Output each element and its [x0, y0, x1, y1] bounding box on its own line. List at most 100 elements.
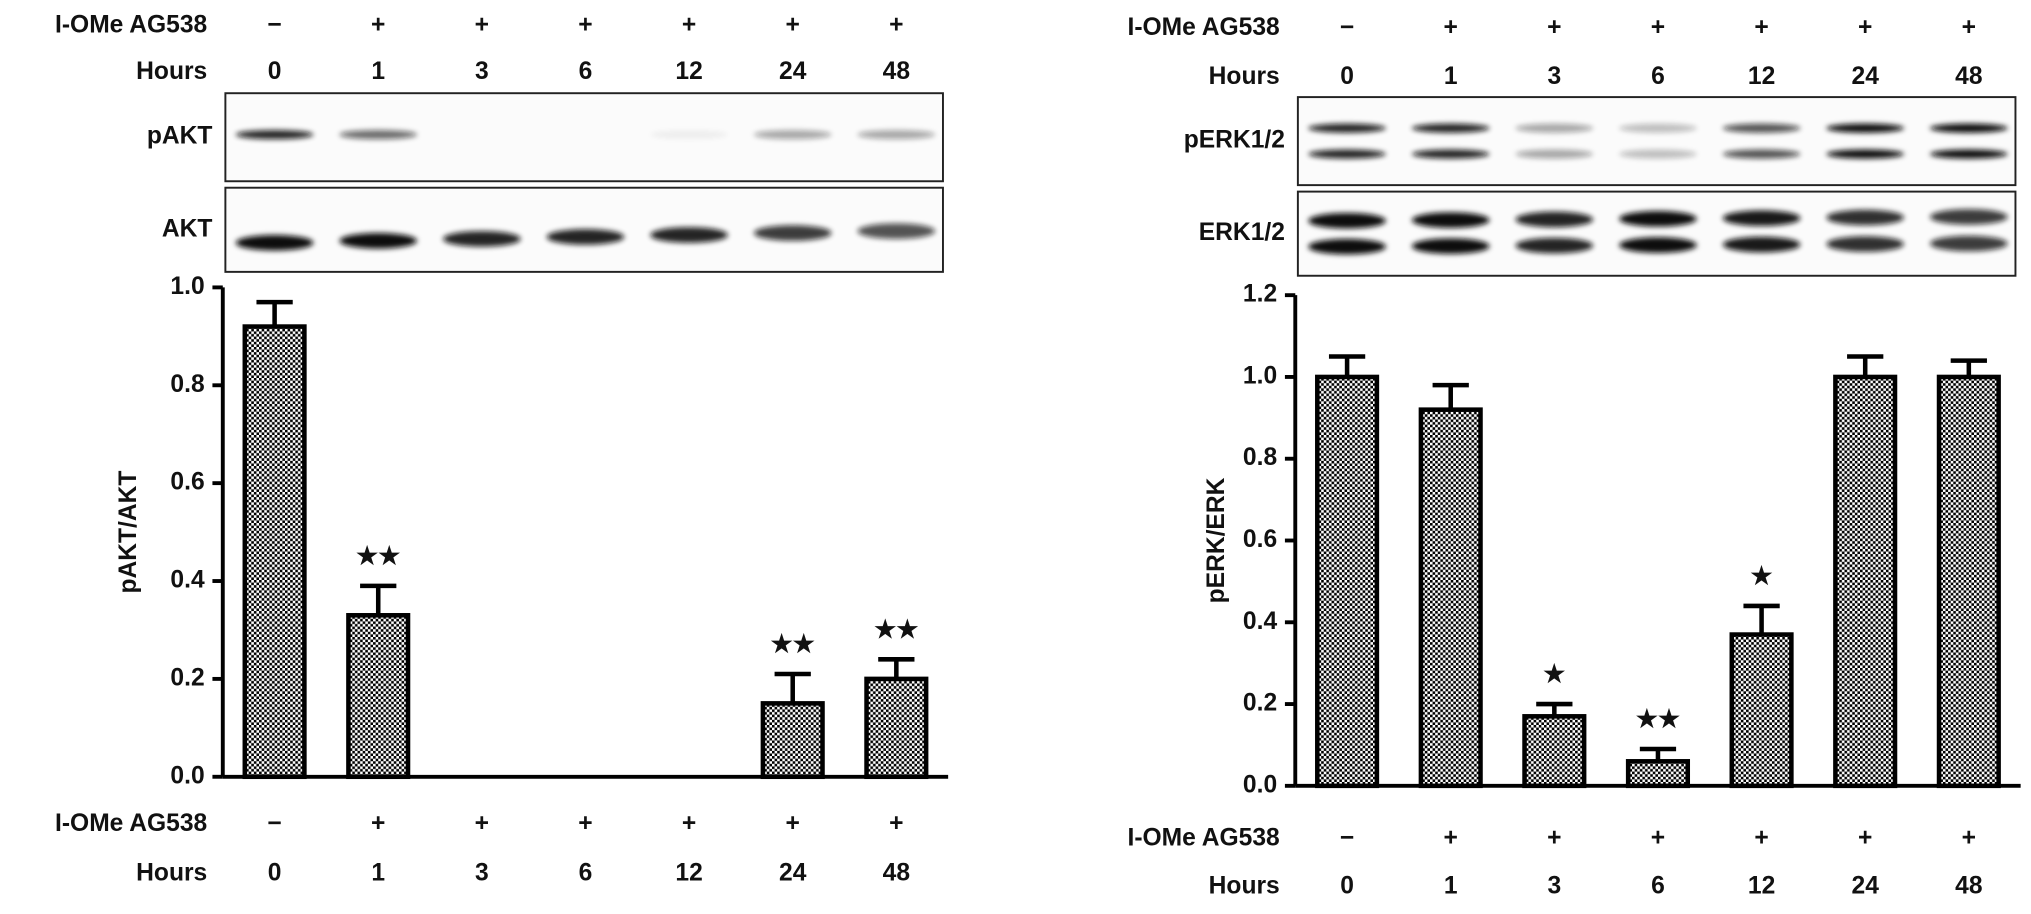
top-row-label: I-OMe AG538 — [55, 11, 207, 38]
blot-band — [1826, 236, 1905, 252]
top-treatment-label: + — [1547, 14, 1561, 41]
y-tick-label: 0.8 — [1243, 444, 1277, 471]
top-row-label: I-OMe AG538 — [1128, 14, 1280, 41]
blot-band — [1826, 149, 1905, 159]
y-tick-label: 1.2 — [1243, 281, 1277, 308]
blot-band — [1411, 212, 1490, 228]
top-hours-label: 24 — [1852, 63, 1880, 90]
top-treatment-label: − — [267, 11, 281, 38]
blot-band — [1411, 123, 1490, 133]
bottom-treatment-label: + — [889, 810, 903, 837]
bottom-treatment-label: + — [1858, 824, 1872, 851]
bottom-hours-label: 3 — [475, 859, 489, 886]
blot-band — [1515, 149, 1594, 159]
blot-band — [857, 130, 936, 140]
bottom-hours-label: 6 — [579, 859, 593, 886]
blot-band — [753, 130, 832, 140]
top-treatment-label: + — [786, 11, 800, 38]
bottom-treatment-label: − — [1340, 824, 1354, 851]
y-tick-label: 0.4 — [1243, 608, 1278, 635]
top-treatment-label: + — [682, 11, 696, 38]
y-tick-label: 0.0 — [1243, 771, 1277, 798]
bar — [1418, 407, 1483, 789]
blot-band — [1619, 237, 1697, 253]
blot-band — [1619, 149, 1697, 159]
bottom-hours-label: 3 — [1547, 872, 1561, 899]
blot-band — [339, 233, 418, 249]
bottom-treatment-label: + — [475, 810, 489, 837]
top-treatment-label: + — [1858, 14, 1872, 41]
blot-frame — [224, 92, 944, 183]
bottom-treatment-label: + — [1754, 824, 1768, 851]
y-tick-label: 0.2 — [1243, 690, 1277, 717]
bottom-hours-label: 1 — [371, 859, 385, 886]
blot-band — [1308, 123, 1386, 133]
significance-mark: ★ — [1751, 563, 1774, 590]
bottom-hours-label: 48 — [1955, 872, 1982, 899]
y-axis-title: pAKT/AKT — [115, 471, 142, 594]
bottom-hours-label: 24 — [779, 859, 807, 886]
y-tick-label: 0.0 — [170, 762, 204, 789]
blot-band — [857, 223, 936, 239]
blot-band — [1929, 123, 2008, 133]
blot-band — [339, 130, 418, 140]
blot-band — [442, 231, 521, 247]
y-tick-label: 0.2 — [170, 664, 204, 691]
blot-frame — [1296, 190, 2017, 277]
blot-band — [1722, 210, 1801, 226]
bottom-hours-label: 12 — [675, 859, 702, 886]
top-treatment-label: + — [1754, 14, 1768, 41]
bottom-hours-label: 6 — [1651, 872, 1665, 899]
top-hours-label: 6 — [1651, 63, 1665, 90]
top-treatment-label: + — [1444, 14, 1458, 41]
significance-mark: ★ — [1543, 661, 1566, 688]
blot-band — [753, 225, 832, 241]
blot-band — [650, 130, 728, 140]
top-treatment-label: + — [1962, 14, 1976, 41]
top-hours-label: 1 — [1444, 63, 1458, 90]
blot-band — [1722, 149, 1801, 159]
blot-band — [1826, 209, 1905, 226]
bottom-treatment-label: + — [682, 810, 696, 837]
y-tick-label: 1.0 — [1243, 362, 1277, 389]
y-tick-label: 0.4 — [170, 567, 205, 594]
bar — [1936, 374, 2001, 789]
blot-band — [1619, 123, 1697, 133]
significance-mark: ★★ — [1636, 706, 1681, 733]
blot-band — [1308, 149, 1386, 159]
top-hours-label: 0 — [268, 58, 282, 85]
significance-mark: ★★ — [771, 631, 816, 658]
bar — [864, 676, 929, 780]
bar — [1522, 714, 1587, 789]
bottom-treatment-label: + — [1962, 824, 1976, 851]
bottom-treatment-label: + — [1547, 824, 1561, 851]
top-hours-label: 12 — [1748, 63, 1775, 90]
bottom-treatment-label: + — [1444, 824, 1458, 851]
blot-label: AKT — [162, 215, 213, 242]
bottom-treatment-label: − — [267, 810, 281, 837]
bottom-hours-label: 0 — [1340, 872, 1354, 899]
bar — [760, 701, 825, 780]
bottom-row-label: I-OMe AG538 — [1128, 824, 1280, 851]
significance-mark: ★★ — [356, 543, 401, 570]
bar — [1833, 374, 1898, 789]
blot-band — [1411, 149, 1490, 159]
blot-band — [1515, 237, 1594, 254]
top-treatment-label: + — [1651, 14, 1665, 41]
top-hours-label: 24 — [779, 58, 807, 85]
top-hours-label: 12 — [675, 58, 702, 85]
bar — [242, 324, 307, 780]
blot-band — [1619, 211, 1697, 227]
bottom-treatment-label: + — [1651, 824, 1665, 851]
top-treatment-label: − — [1340, 14, 1354, 41]
top-treatment-label: + — [578, 11, 592, 38]
bottom-treatment-label: + — [371, 810, 385, 837]
bottom-treatment-label: + — [578, 810, 592, 837]
bottom-row-label: I-OMe AG538 — [55, 810, 207, 837]
blot-band — [235, 130, 314, 140]
bottom-hours-label: 12 — [1748, 872, 1775, 899]
blot-band — [1722, 123, 1801, 133]
